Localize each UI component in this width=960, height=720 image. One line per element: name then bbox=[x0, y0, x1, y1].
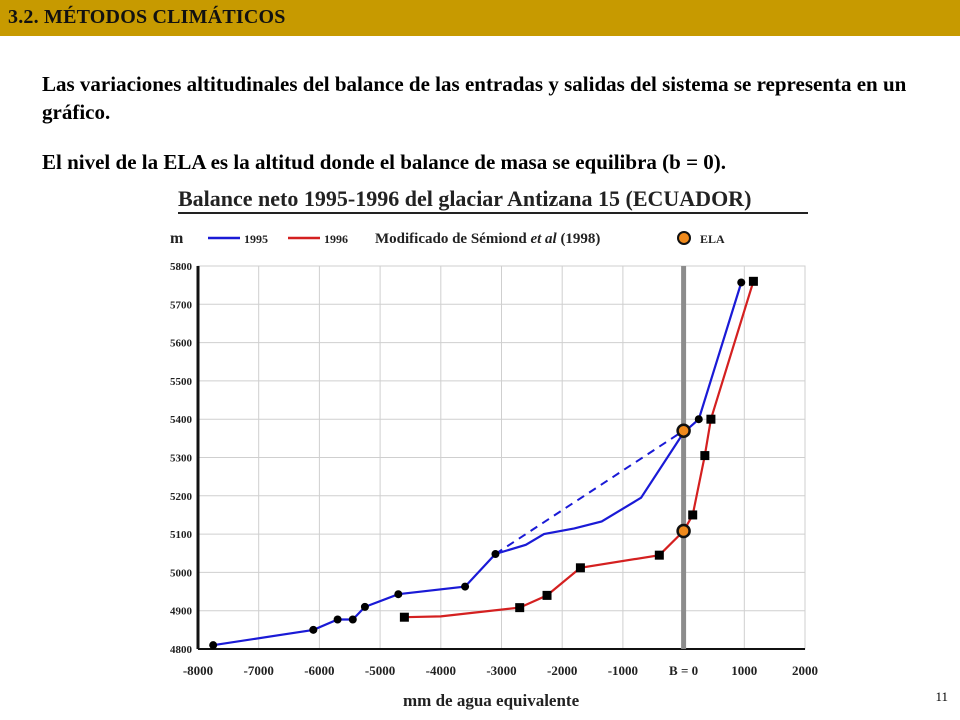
series-1995-point bbox=[360, 602, 369, 611]
series-1995-point bbox=[394, 590, 403, 599]
x-tick-label: 1000 bbox=[731, 663, 757, 678]
ela-marker bbox=[676, 523, 691, 539]
x-tick-label: -6000 bbox=[304, 663, 334, 678]
series-1995-line bbox=[213, 282, 743, 647]
y-tick-label: 5300 bbox=[170, 453, 193, 465]
y-tick-label: 5400 bbox=[170, 414, 193, 426]
series-1996-point bbox=[700, 451, 710, 461]
y-axis-label: m bbox=[170, 230, 184, 247]
y-tick-label: 5100 bbox=[170, 529, 193, 541]
series-1995-point bbox=[209, 641, 218, 650]
series-1996-point bbox=[748, 276, 758, 286]
paragraph-balance-description: Las variaciones altitudinales del balanc… bbox=[42, 72, 907, 124]
chart-credit: Modificado de Sémiond et al (1998) bbox=[375, 231, 600, 247]
plot-area: 4800 4900 5000 5100 5200 5300 5400 5500 5600 5700… bbox=[170, 261, 818, 678]
section-title: 3.2. MÉTODOS CLIMÁTICOS bbox=[8, 6, 286, 28]
y-tick-label: 5000 bbox=[170, 567, 193, 579]
series-1995-point bbox=[333, 615, 342, 624]
y-tick-label: 5600 bbox=[170, 338, 193, 350]
series-1995-point bbox=[348, 615, 357, 624]
series-1995-point bbox=[491, 550, 500, 559]
x-tick-label: 2000 bbox=[792, 663, 818, 678]
y-tick-label: 5200 bbox=[170, 491, 193, 503]
x-tick-label: -7000 bbox=[244, 663, 274, 678]
series-1996-point bbox=[688, 510, 698, 520]
series-1995-point bbox=[461, 582, 470, 591]
series-1996-point bbox=[654, 550, 664, 560]
paragraph-ela-definition: El nivel de la ELA es la altitud donde e… bbox=[42, 150, 727, 174]
x-tick-label: -5000 bbox=[365, 663, 395, 678]
legend-ela-marker bbox=[677, 231, 691, 245]
y-tick-label: 4900 bbox=[170, 606, 193, 618]
x-tick-label: -1000 bbox=[608, 663, 638, 678]
x-tick-label: -8000 bbox=[183, 663, 213, 678]
x-axis-label: mm de agua equivalente bbox=[403, 691, 580, 710]
legend-label-1996: 1996 bbox=[324, 232, 348, 246]
series-1996-point bbox=[542, 590, 552, 600]
x-tick-label: -4000 bbox=[426, 663, 456, 678]
x-tick-label: -2000 bbox=[547, 663, 577, 678]
legend-label-1995: 1995 bbox=[244, 232, 268, 246]
series-1996-point bbox=[399, 612, 409, 622]
section-header-bar: 3.2. MÉTODOS CLIMÁTICOS bbox=[0, 0, 960, 36]
y-tick-label: 4800 bbox=[170, 644, 193, 656]
legend-label-ela: ELA bbox=[700, 232, 725, 246]
series-1995-point bbox=[737, 278, 746, 287]
series-1996-point bbox=[575, 563, 585, 573]
x-tick-label: B = 0 bbox=[669, 663, 698, 678]
y-tick-label: 5800 bbox=[170, 261, 193, 273]
x-tick-label: -3000 bbox=[486, 663, 516, 678]
chart-legend: 1995 1996 Modificado de Sémiond et al (1… bbox=[208, 231, 725, 247]
y-tick-label: 5500 bbox=[170, 376, 193, 388]
series-1996-point bbox=[706, 414, 716, 424]
page-number: 11 bbox=[935, 689, 948, 704]
series-1996-point bbox=[515, 603, 525, 613]
series-1995-point bbox=[309, 625, 318, 634]
ela-marker bbox=[676, 423, 691, 438]
series-1995-point bbox=[694, 415, 703, 424]
series-1995-dashed-extrapolation bbox=[494, 429, 685, 555]
y-tick-label: 5700 bbox=[170, 299, 193, 311]
chart-title: Balance neto 1995-1996 del glaciar Antiz… bbox=[178, 186, 751, 211]
